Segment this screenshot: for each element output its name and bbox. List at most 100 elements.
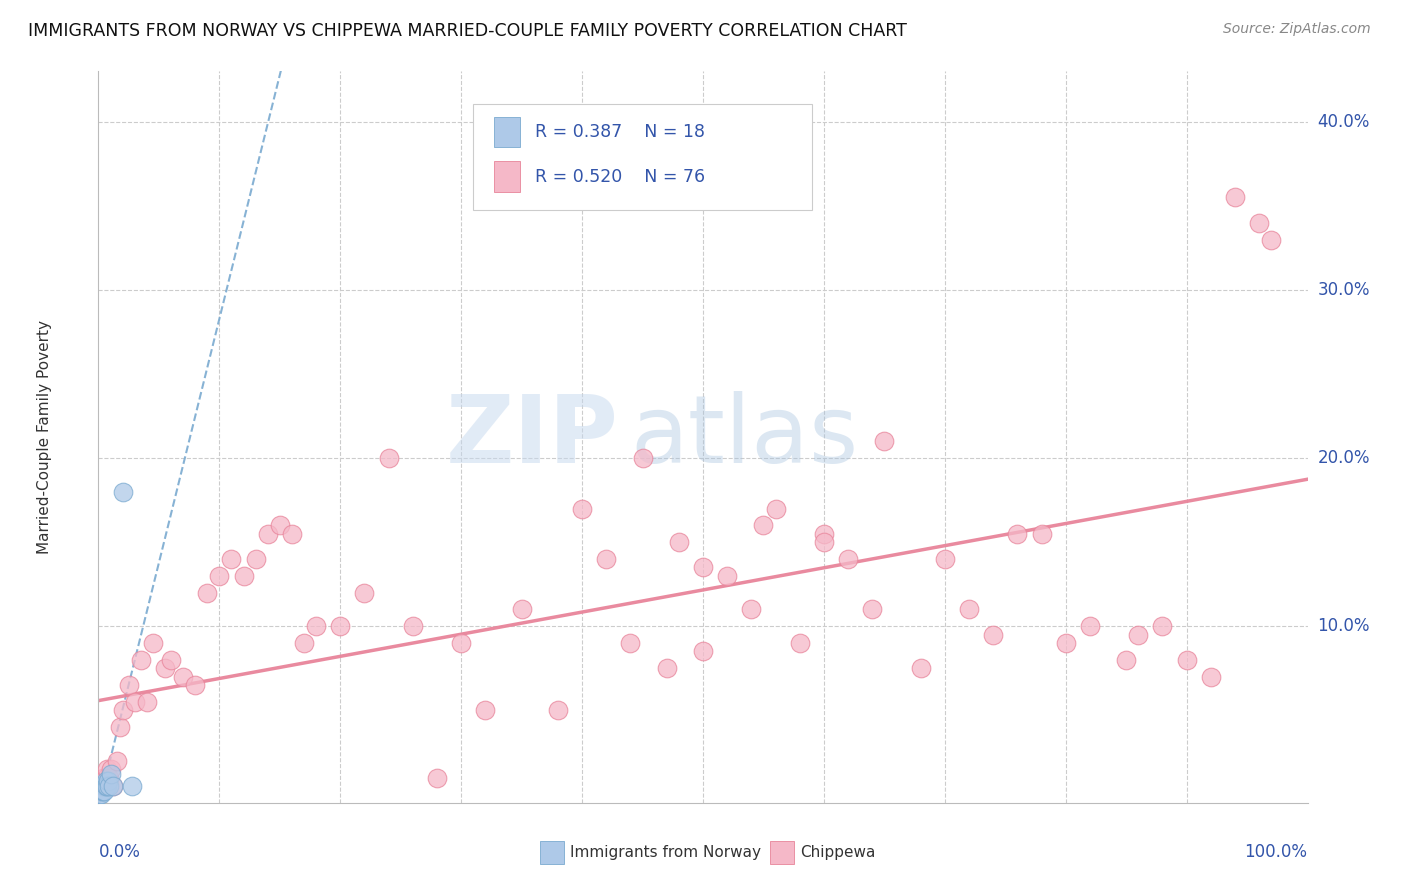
Point (98, 779, 121, 793)
FancyBboxPatch shape (769, 841, 794, 864)
Point (245, 552, 267, 566)
Text: IMMIGRANTS FROM NORWAY VS CHIPPEWA MARRIED-COUPLE FAMILY POVERTY CORRELATION CHA: IMMIGRANTS FROM NORWAY VS CHIPPEWA MARRI… (28, 22, 907, 40)
Point (450, 636, 472, 650)
Text: Married-Couple Family Poverty: Married-Couple Family Poverty (37, 320, 52, 554)
Point (97, 773, 120, 788)
FancyBboxPatch shape (494, 161, 520, 192)
Point (474, 703, 496, 717)
Point (100, 767, 122, 781)
Point (195, 585, 218, 599)
Point (93, 779, 115, 793)
Point (90, 779, 112, 793)
Point (160, 653, 183, 667)
Point (1031, 526, 1053, 541)
Point (93, 779, 115, 793)
Point (1249, 216, 1271, 230)
Point (740, 602, 762, 616)
FancyBboxPatch shape (474, 104, 811, 211)
Point (981, 627, 1004, 641)
Text: atlas: atlas (630, 391, 859, 483)
Point (765, 501, 787, 516)
Point (813, 535, 835, 549)
Point (860, 602, 883, 616)
Text: 10.0%: 10.0% (1317, 617, 1369, 635)
Text: 0.0%: 0.0% (98, 843, 141, 861)
Point (1115, 653, 1137, 667)
Point (1223, 190, 1246, 204)
Point (91, 779, 114, 793)
Point (269, 518, 291, 533)
Point (97, 773, 120, 788)
Point (153, 661, 176, 675)
Point (111, 484, 134, 499)
Point (329, 619, 352, 633)
Point (96, 762, 118, 776)
Point (655, 661, 678, 675)
Point (547, 703, 569, 717)
Point (837, 552, 859, 566)
Point (111, 703, 134, 717)
Point (98, 771, 121, 785)
Point (789, 636, 811, 650)
Point (94, 779, 117, 793)
Text: Source: ZipAtlas.com: Source: ZipAtlas.com (1223, 22, 1371, 37)
Point (631, 451, 654, 466)
Point (1199, 670, 1222, 684)
Point (105, 754, 128, 768)
Point (121, 779, 143, 793)
Text: R = 0.387    N = 18: R = 0.387 N = 18 (534, 123, 704, 141)
Point (281, 526, 304, 541)
Point (91, 779, 114, 793)
Text: 40.0%: 40.0% (1317, 112, 1369, 131)
Point (108, 720, 131, 734)
Text: ZIP: ZIP (446, 391, 619, 483)
Point (91, 771, 114, 785)
Point (100, 762, 122, 776)
Text: 20.0%: 20.0% (1317, 449, 1369, 467)
Text: R = 0.520    N = 76: R = 0.520 N = 76 (534, 168, 704, 186)
Point (256, 526, 278, 541)
Text: 30.0%: 30.0% (1317, 281, 1369, 299)
Point (208, 569, 231, 583)
Point (1007, 526, 1029, 541)
Point (94, 771, 117, 785)
Point (93, 784, 115, 798)
Text: Chippewa: Chippewa (800, 845, 875, 860)
Point (813, 526, 835, 541)
Text: 100.0%: 100.0% (1244, 843, 1308, 861)
Point (571, 501, 593, 516)
Point (910, 661, 932, 675)
Point (101, 779, 124, 793)
Point (101, 779, 124, 793)
Point (619, 636, 641, 650)
Point (96, 779, 118, 793)
Point (1054, 636, 1077, 650)
Point (221, 552, 243, 566)
Point (1078, 619, 1101, 633)
Point (91, 779, 114, 793)
Point (142, 636, 165, 650)
Point (292, 636, 315, 650)
Point (1152, 619, 1174, 633)
Point (402, 619, 425, 633)
Point (377, 451, 399, 466)
Text: Immigrants from Norway: Immigrants from Norway (569, 845, 761, 860)
Point (129, 653, 152, 667)
Point (668, 535, 690, 549)
Point (90, 779, 112, 793)
Point (1175, 653, 1198, 667)
FancyBboxPatch shape (540, 841, 564, 864)
Point (934, 552, 956, 566)
Point (752, 518, 775, 533)
Point (957, 602, 980, 616)
Point (716, 569, 738, 583)
Point (426, 771, 449, 785)
Point (94, 773, 117, 788)
Point (232, 569, 254, 583)
Point (91, 784, 114, 798)
Point (91, 784, 114, 798)
Point (510, 602, 533, 616)
Point (124, 695, 146, 709)
Point (118, 678, 141, 692)
Point (305, 619, 328, 633)
